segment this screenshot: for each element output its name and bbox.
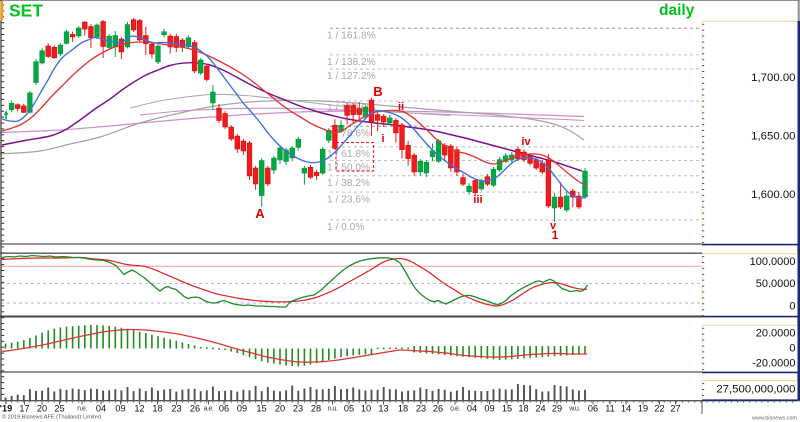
svg-text:20.0000: 20.0000 xyxy=(756,328,796,340)
svg-text:1 / 0.0%: 1 / 0.0% xyxy=(327,222,364,233)
svg-text:ii: ii xyxy=(398,101,404,113)
svg-text:24: 24 xyxy=(535,403,545,413)
svg-text:w.u.: w.u. xyxy=(568,406,580,413)
svg-text:23: 23 xyxy=(293,403,303,413)
svg-text:06: 06 xyxy=(219,403,229,413)
svg-text:09: 09 xyxy=(484,403,494,413)
svg-text:20: 20 xyxy=(275,403,285,413)
svg-text:1,650.00: 1,650.00 xyxy=(751,130,795,142)
svg-text:22: 22 xyxy=(654,403,664,413)
svg-text:daily: daily xyxy=(659,2,695,19)
svg-text:1 / 161.8%: 1 / 161.8% xyxy=(327,30,376,41)
svg-text:23: 23 xyxy=(171,403,181,413)
svg-text:o.e.: o.e. xyxy=(450,406,460,413)
svg-text:1 / 138.2%: 1 / 138.2% xyxy=(327,57,376,68)
svg-text:© 2019 Bisnews AFE (Thailand): © 2019 Bisnews AFE (Thailand) Limited xyxy=(2,414,101,421)
svg-text:i: i xyxy=(381,133,384,145)
svg-text:A: A xyxy=(255,206,265,221)
svg-text:29: 29 xyxy=(552,403,562,413)
svg-text:15: 15 xyxy=(502,403,512,413)
svg-text:14: 14 xyxy=(621,403,631,413)
svg-text:05: 05 xyxy=(344,403,354,413)
svg-text:1,600.00: 1,600.00 xyxy=(751,189,795,201)
svg-text:1 / 61.8%: 1 / 61.8% xyxy=(327,149,370,160)
svg-text:B: B xyxy=(373,84,382,99)
svg-text:1 / 38.2%: 1 / 38.2% xyxy=(327,178,370,189)
svg-text:n.u.: n.u. xyxy=(328,406,338,413)
svg-text:28: 28 xyxy=(311,403,321,413)
svg-text:11: 11 xyxy=(605,403,615,413)
svg-text:26: 26 xyxy=(190,403,200,413)
svg-text:12: 12 xyxy=(134,403,144,413)
svg-text:04: 04 xyxy=(96,403,106,413)
svg-text:1 / 78.6%: 1 / 78.6% xyxy=(327,129,370,140)
svg-text:a.e.: a.e. xyxy=(204,406,214,413)
svg-text:'19: '19 xyxy=(0,403,12,413)
svg-text:18: 18 xyxy=(398,403,408,413)
svg-text:50.0000: 50.0000 xyxy=(756,278,796,290)
svg-text:06: 06 xyxy=(588,403,598,413)
svg-text:1 / 23.6%: 1 / 23.6% xyxy=(327,194,370,205)
svg-text:09: 09 xyxy=(115,403,125,413)
svg-text:04: 04 xyxy=(467,403,477,413)
svg-text:25: 25 xyxy=(54,403,64,413)
svg-text:-20.0000: -20.0000 xyxy=(752,358,795,370)
svg-text:SET: SET xyxy=(9,1,43,21)
svg-text:09: 09 xyxy=(237,403,247,413)
svg-text:17: 17 xyxy=(19,403,29,413)
svg-text:10: 10 xyxy=(361,403,371,413)
svg-text:100.0000: 100.0000 xyxy=(750,256,796,268)
svg-text:15: 15 xyxy=(256,403,266,413)
svg-text:18: 18 xyxy=(152,403,162,413)
svg-text:27: 27 xyxy=(670,403,680,413)
svg-text:26: 26 xyxy=(433,403,443,413)
svg-text:www.bisnews.com: www.bisnews.com xyxy=(751,416,797,422)
svg-text:19: 19 xyxy=(638,403,648,413)
svg-text:13: 13 xyxy=(378,403,388,413)
svg-text:27,500,000,000: 27,500,000,000 xyxy=(716,384,795,396)
svg-text:1 / 50.0%: 1 / 50.0% xyxy=(327,163,370,174)
svg-text:v: v xyxy=(550,220,557,232)
svg-text:23: 23 xyxy=(416,403,426,413)
svg-text:1,700.00: 1,700.00 xyxy=(751,72,795,84)
svg-text:20: 20 xyxy=(37,403,47,413)
svg-text:n.e.: n.e. xyxy=(77,406,87,413)
svg-text:1 / 127.2%: 1 / 127.2% xyxy=(327,71,376,82)
svg-text:iv: iv xyxy=(521,136,531,148)
svg-text:0: 0 xyxy=(789,343,795,355)
svg-text:1: 1 xyxy=(552,228,559,242)
svg-text:18: 18 xyxy=(518,403,528,413)
svg-text:0: 0 xyxy=(789,301,795,313)
svg-text:iii: iii xyxy=(473,194,482,206)
